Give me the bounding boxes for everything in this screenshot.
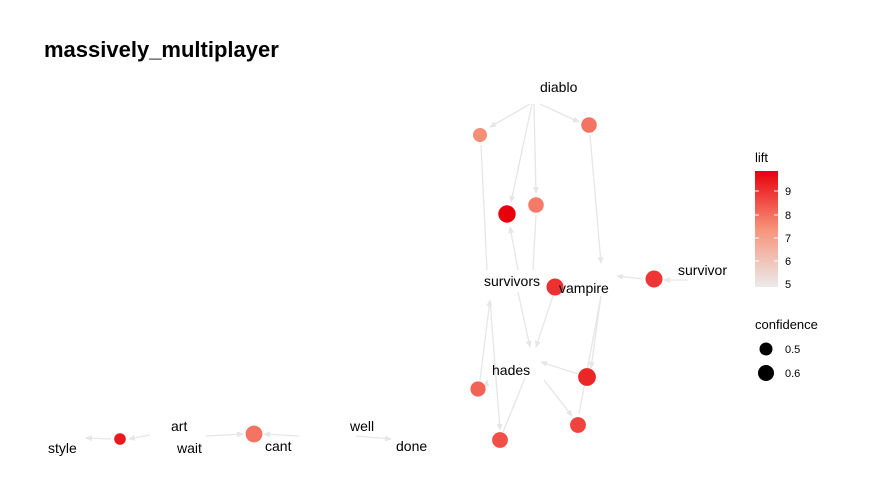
rule-node [581,117,597,133]
node-label-well: well [349,418,374,434]
node-label-survivor: survivor [678,262,727,278]
edges [85,103,688,442]
edge [578,295,602,415]
legend-lift: lift 9 8 7 6 5 [755,150,791,291]
edge [540,360,579,375]
rule-node [645,270,663,288]
edge [589,134,604,264]
edge [532,214,537,271]
edge [509,103,533,203]
node-label-survivors: survivors [484,273,540,289]
rule-node [570,417,586,433]
rule-node [470,381,486,397]
edge [483,379,490,388]
edge [539,103,580,123]
lift-tick-label: 5 [785,279,791,291]
lift-tick-label: 8 [785,210,791,222]
edge [85,435,112,442]
edge [543,379,573,417]
confidence-key-large [758,365,774,381]
edge [616,273,644,280]
lift-tick-label: 9 [785,186,791,198]
legend-lift-title: lift [755,150,768,165]
rule-node [114,433,126,445]
edge [502,377,526,433]
node-label-style: style [48,440,77,456]
chart-title: massively_multiplayer [44,37,279,62]
rule-node [473,128,487,142]
edge [532,103,539,194]
confidence-key-label: 0.6 [785,368,800,380]
rule-node [546,278,564,296]
edge [535,295,554,348]
node-label-wait: wait [176,440,202,456]
rule-node [498,205,516,223]
lift-colorbar [755,171,778,287]
node-label-art: art [171,418,187,434]
edge [489,103,531,128]
node-label-vampire: vampire [559,280,609,296]
lift-tick-label: 7 [785,233,791,245]
confidence-key-label: 0.5 [785,344,800,356]
node-label-hades: hades [492,362,530,378]
edge [128,434,151,441]
rule-node [245,425,263,443]
confidence-key-small [759,342,773,356]
node-label-diablo: diablo [540,79,578,95]
legend-confidence: confidence 0.5 0.6 [755,317,818,381]
item-labels: diablo survivors vampire survivor hades … [48,79,727,456]
node-label-cant: cant [265,438,292,454]
rule-nodes [114,117,663,448]
legend-confidence-title: confidence [755,317,818,332]
node-label-done: done [396,438,427,454]
edge [205,431,244,438]
edge [508,226,519,271]
lift-tick-label: 6 [785,256,791,268]
edge [489,299,503,431]
edge [517,291,532,348]
rule-node [528,197,544,213]
rule-node [578,368,596,386]
rule-node [492,432,508,448]
edge [355,435,392,442]
edge [480,144,488,271]
edge [479,299,493,381]
edge [263,431,300,438]
